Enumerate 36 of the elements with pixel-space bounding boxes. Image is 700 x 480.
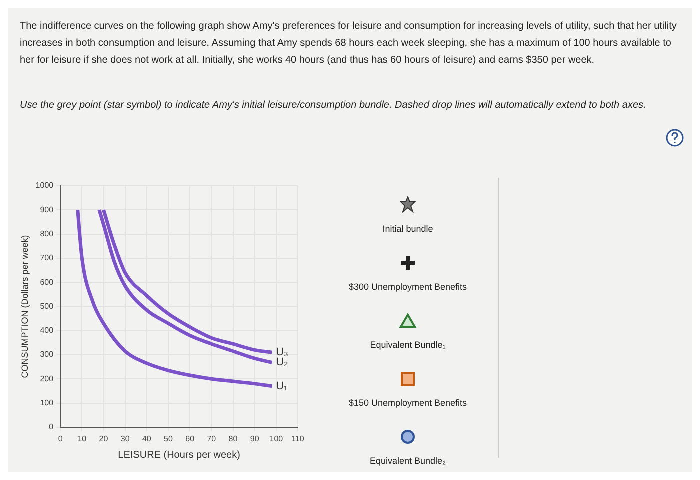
y-tick-label: 500	[40, 302, 54, 311]
x-tick-label: 50	[164, 434, 174, 444]
y-tick-label: 100	[40, 398, 54, 408]
x-tick-label: 70	[207, 434, 217, 444]
line-series	[76, 208, 274, 388]
y-tick-label: 800	[40, 229, 54, 238]
text: $150 Unemployment Benefits	[348, 398, 468, 408]
y-tick-label: 400	[40, 326, 54, 336]
text: $300 Unemployment Benefits	[348, 282, 468, 292]
text: Equivalent Bundle₁	[369, 340, 447, 350]
x-tick-label: 0	[58, 434, 64, 444]
y-axis-title: CONSUMPTION (Dollars per week)	[20, 235, 30, 378]
x-tick-label: 20	[99, 434, 109, 444]
y-tick-label: 200	[40, 374, 54, 384]
series-label: U₂	[276, 356, 288, 369]
x-tick-label: 60	[186, 434, 196, 444]
x-tick-label: 40	[142, 434, 152, 444]
text: Use the grey point (star symbol) to indicate Amy's initial leisure/consumption bundle. Dashed drop lines will automatically extend to both axes.	[20, 100, 648, 111]
y-tick-label: 0	[49, 422, 54, 432]
series-label: U₁	[276, 380, 288, 392]
y-tick-label: 900	[40, 205, 54, 214]
x-tick-label: 100	[270, 434, 284, 444]
y-tick-label: 1000	[36, 181, 54, 190]
x-tick-label: 90	[250, 434, 260, 444]
y-tick-label: 300	[40, 350, 54, 360]
x-axis-title: LEISURE (Hours per week)	[118, 450, 240, 461]
y-tick-label: 700	[40, 254, 54, 263]
series-label: U₃	[276, 346, 289, 359]
x-tick-label: 110	[292, 434, 305, 444]
y-tick-label: 600	[40, 278, 54, 287]
x-tick-label: 80	[228, 434, 238, 444]
text: Initial bundle	[382, 224, 434, 234]
x-tick-label: 30	[120, 434, 130, 444]
text: Equivalent Bundle₂	[368, 456, 448, 466]
text: The indifference curves on the following graph show Amy's preferences for leisure and consumption for increasing levels of utility, such that her utility increases in both consumption and leisure. Assuming that Amy spends 68 hours each week sleeping, she has a maximum of 100 hours available to her for leisure if she does not work at all. Initially, she works 40 hours (and thus has 60 hours of leisure) and earns $350 per week.	[20, 20, 678, 68]
x-tick-label: 10	[78, 434, 88, 444]
